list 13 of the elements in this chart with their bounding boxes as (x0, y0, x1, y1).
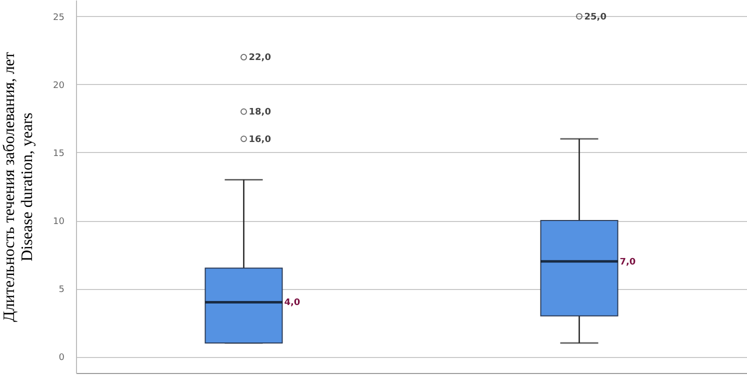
annotation: 4,0 (284, 298, 300, 308)
y-tick-label: 20 (53, 80, 65, 91)
annotation: 18,0 (248, 108, 271, 118)
y-tick-label: 5 (58, 285, 64, 296)
y-tick-label: 0 (58, 353, 65, 364)
annotation: 16,0 (248, 134, 271, 145)
y-tick-label: 15 (53, 148, 64, 159)
y-tick-label: 10 (53, 217, 65, 228)
annotation: 7,0 (620, 257, 636, 268)
y-tick-label: 25 (53, 12, 64, 23)
annotation: 25,0 (584, 12, 606, 22)
annotation: 22,0 (248, 53, 271, 64)
y-axis-title: Длительность течения заболевания, лет Disease duration, years (1, 52, 36, 322)
